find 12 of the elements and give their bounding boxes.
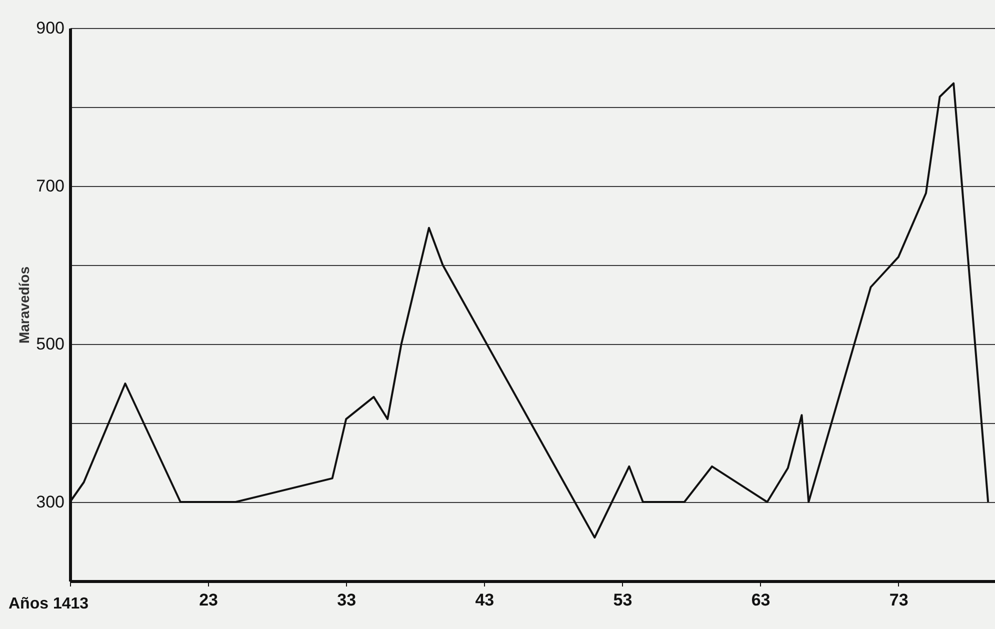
y-tick-label: 300 xyxy=(36,492,64,512)
x-tick-label: 53 xyxy=(613,590,632,610)
y-tick-label: 700 xyxy=(36,176,64,196)
y-tick-label: 900 xyxy=(36,18,64,38)
x-tick-label: 23 xyxy=(199,590,218,610)
x-tick-label: 43 xyxy=(475,590,494,610)
x-tick-label: 73 xyxy=(889,590,908,610)
y-tick-label: 500 xyxy=(36,334,64,354)
y-axis-title: Maravedíos xyxy=(16,266,32,344)
x-tick-label: 33 xyxy=(337,590,356,610)
x-tick-label: 63 xyxy=(751,590,770,610)
x-axis-title: Años 1413 xyxy=(8,596,89,612)
